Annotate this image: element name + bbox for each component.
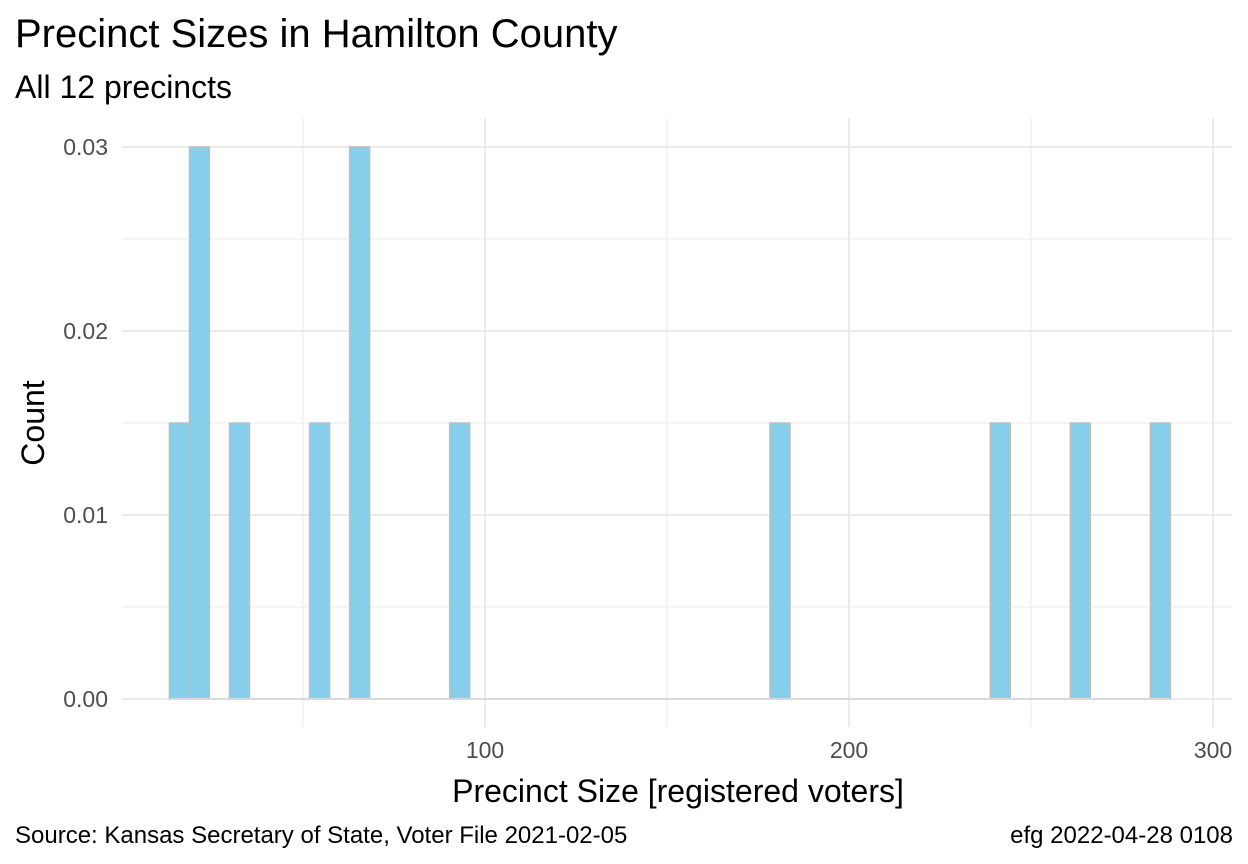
chart-subtitle: All 12 precincts — [15, 69, 232, 105]
source-caption: Source: Kansas Secretary of State, Voter… — [15, 822, 628, 849]
histogram-bar — [168, 422, 191, 700]
minor-gridlines — [122, 118, 1232, 727]
histogram-bar — [1149, 422, 1172, 700]
x-tick-label: 100 — [466, 737, 504, 763]
y-axis-title: Count — [15, 380, 51, 466]
y-tick-label: 0.03 — [63, 134, 108, 160]
y-tick-label: 0.00 — [63, 686, 108, 712]
major-gridlines — [122, 118, 1232, 727]
histogram-bar — [348, 146, 371, 700]
x-axis-title: Precinct Size [registered voters] — [452, 773, 904, 809]
chart-title: Precinct Sizes in Hamilton County — [15, 12, 618, 56]
x-tick-label: 200 — [830, 737, 868, 763]
y-tick-label: 0.01 — [63, 502, 108, 528]
histogram-bar — [188, 146, 211, 700]
histogram-bar — [448, 422, 471, 700]
x-axis-ticks: 100 200 300 — [466, 737, 1232, 763]
histogram-bar — [989, 422, 1012, 700]
x-tick-label: 300 — [1194, 737, 1232, 763]
timestamp-caption: efg 2022-04-28 0108 — [1010, 822, 1233, 849]
histogram-bars — [168, 146, 1172, 700]
histogram-bar — [308, 422, 331, 700]
y-tick-label: 0.02 — [63, 318, 108, 344]
y-axis-ticks: 0.00 0.01 0.02 0.03 — [63, 134, 108, 712]
histogram-bar — [228, 422, 251, 700]
histogram-bar — [769, 422, 791, 700]
histogram-bar — [1069, 422, 1092, 700]
